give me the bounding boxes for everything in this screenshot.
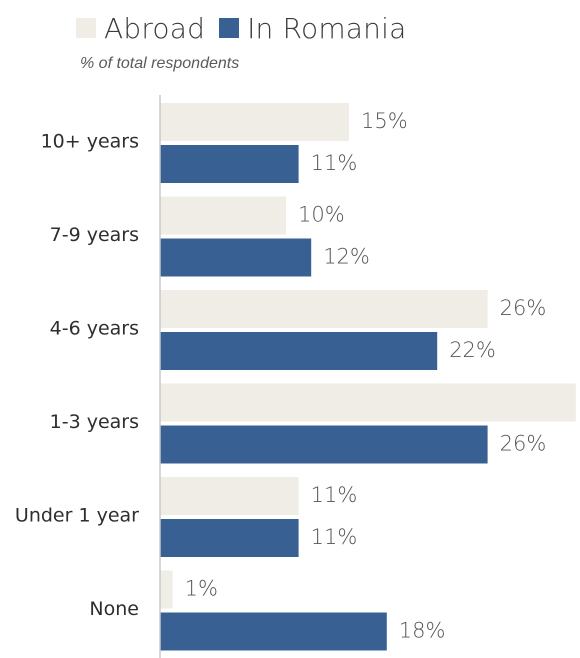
bar-in-romania-10-years [160, 145, 299, 183]
legend-item-in-romania: In Romania [219, 12, 406, 45]
data-label-in-romania-4-6-years: 22% [449, 338, 496, 362]
category-label-10-years: 10+ years [41, 131, 139, 153]
data-label-in-romania-under-1-year: 11% [311, 525, 358, 549]
data-label-abroad-7-9-years: 10% [298, 203, 345, 227]
data-label-in-romania-none: 18% [399, 619, 446, 643]
legend-label-abroad: Abroad [104, 11, 206, 45]
bar-in-romania-under-1-year [160, 519, 299, 557]
data-label-abroad-10-years: 15% [361, 109, 408, 133]
category-label-7-9-years: 7-9 years [50, 224, 139, 246]
data-label-in-romania-10-years: 11% [311, 151, 358, 175]
category-label-1-3-years: 1-3 years [50, 411, 139, 433]
data-label-in-romania-1-3-years: 26% [500, 432, 547, 456]
chart-legend: Abroad In Romania [76, 8, 420, 48]
category-label-none: None [89, 598, 139, 620]
data-label-abroad-none: 1% [185, 577, 218, 601]
bar-abroad-none [160, 570, 173, 609]
category-label-under-1-year: Under 1 year [15, 505, 139, 527]
data-label-in-romania-7-9-years: 12% [323, 245, 370, 269]
legend-swatch-in-romania [219, 18, 240, 38]
data-label-abroad-4-6-years: 26% [500, 296, 547, 320]
bar-in-romania-none [160, 612, 387, 651]
bar-abroad-4-6-years [160, 290, 488, 328]
bar-in-romania-7-9-years [160, 238, 312, 277]
bar-abroad-10-years [160, 103, 349, 141]
legend-item-abroad: Abroad [76, 12, 205, 45]
legend-label-in-romania: In Romania [247, 11, 407, 45]
bar-in-romania-4-6-years [160, 332, 438, 370]
chart-subtitle: % of total respondents [80, 55, 240, 72]
category-label-4-6-years: 4-6 years [50, 318, 139, 340]
data-label-abroad-under-1-year: 11% [311, 483, 358, 507]
bar-abroad-under-1-year [160, 477, 299, 515]
bar-abroad-1-3-years [160, 383, 576, 422]
bar-in-romania-1-3-years [160, 425, 488, 464]
bar-abroad-7-9-years [160, 196, 286, 235]
legend-swatch-abroad [76, 18, 96, 38]
